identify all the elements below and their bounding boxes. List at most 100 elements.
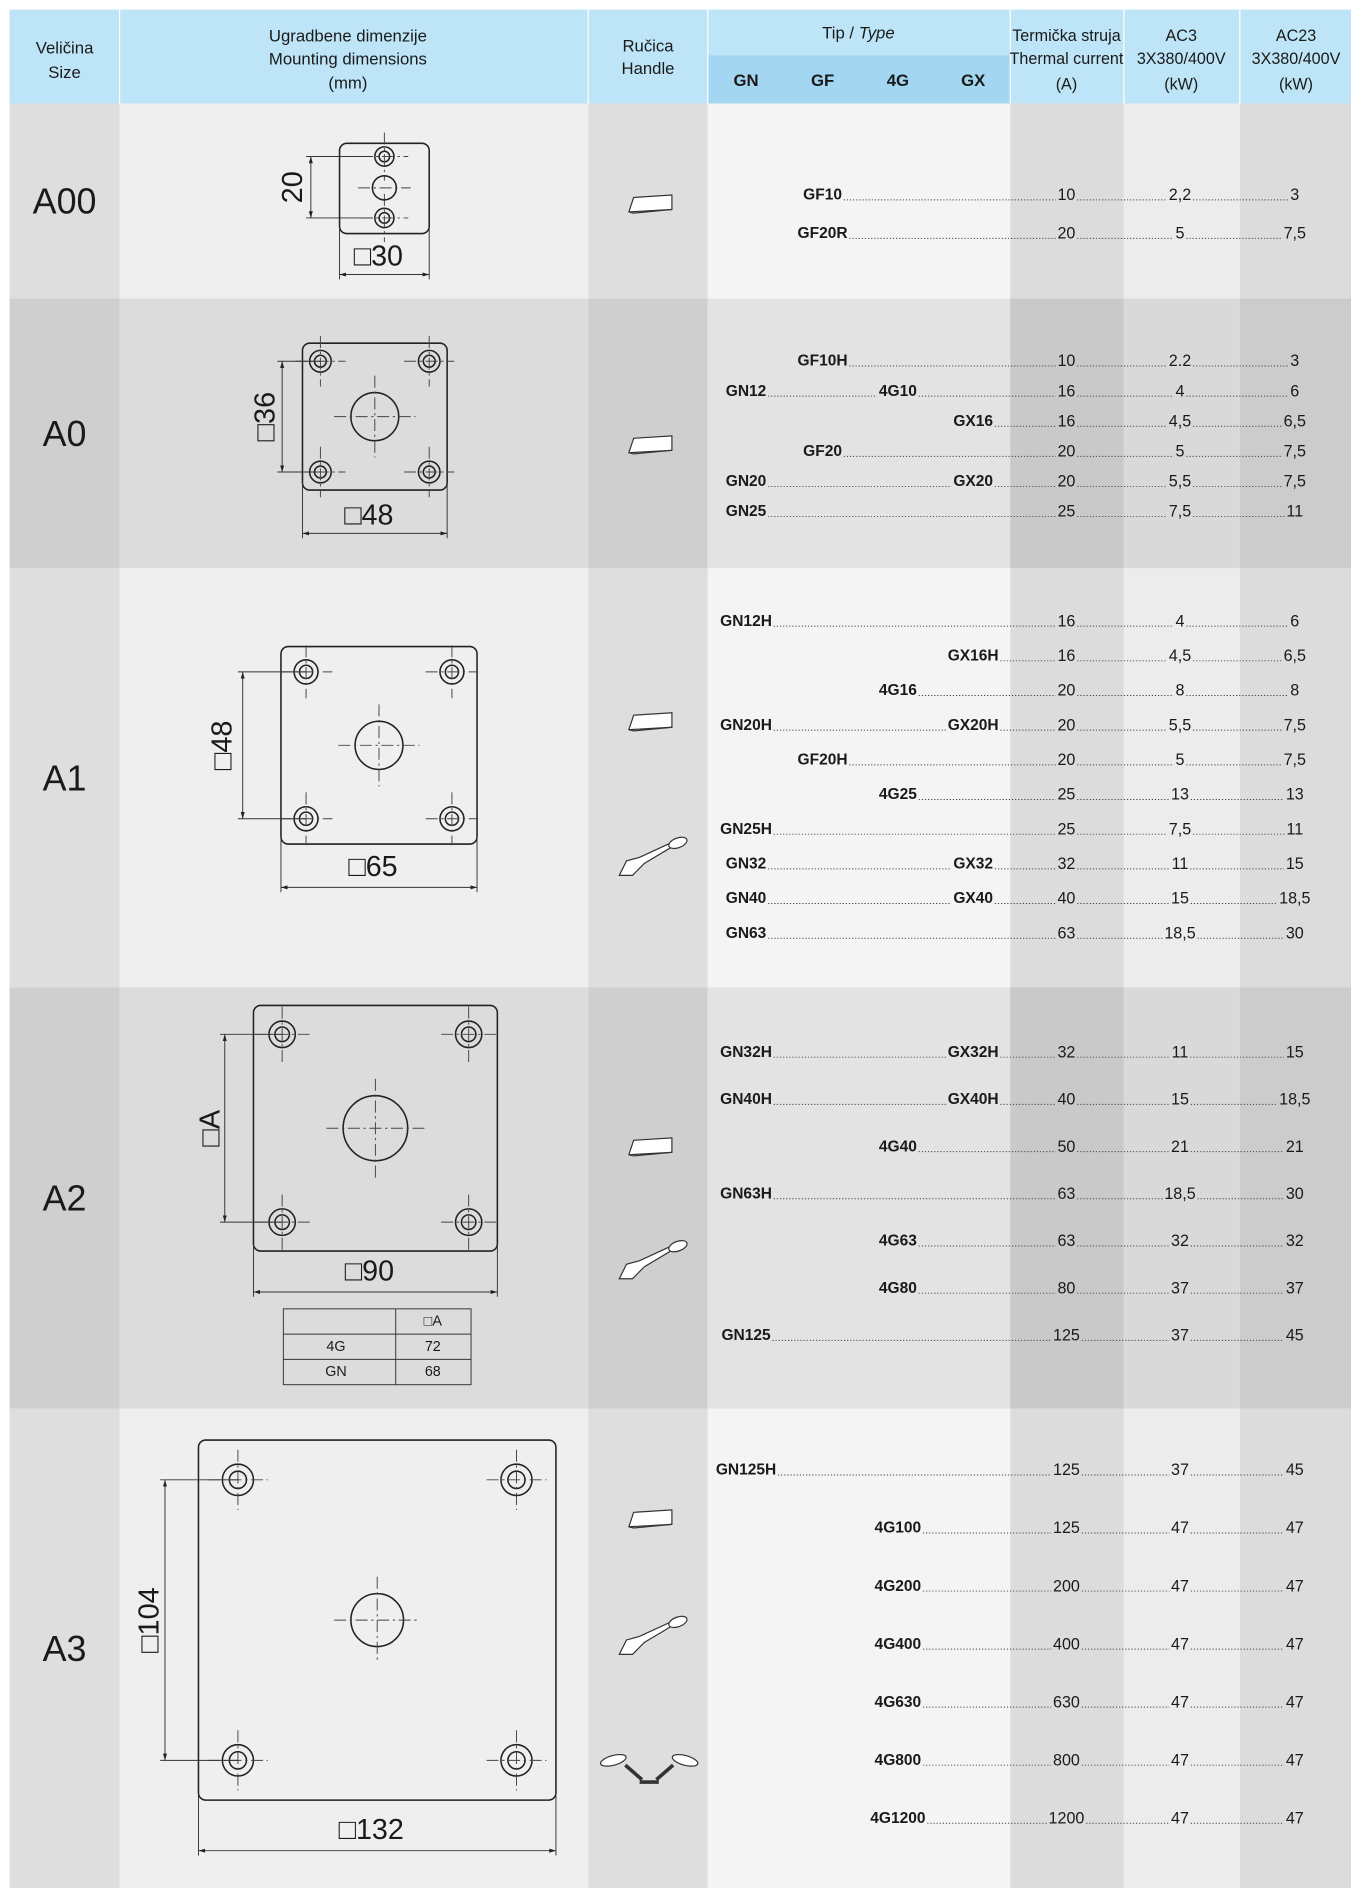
value: 5,5 bbox=[1169, 473, 1191, 491]
cell-bg bbox=[119, 1408, 589, 1888]
value: 10 bbox=[1057, 186, 1075, 204]
cell-bg bbox=[1123, 103, 1240, 299]
header-text: AC3 bbox=[1166, 27, 1197, 45]
value: 15 bbox=[1171, 890, 1189, 908]
value: 6,5 bbox=[1284, 647, 1306, 665]
mounting-plate bbox=[252, 1004, 499, 1252]
handle-t-grip bbox=[599, 1753, 627, 1767]
value: 32 bbox=[1286, 1232, 1304, 1250]
value: 13 bbox=[1171, 786, 1189, 804]
header-text: (mm) bbox=[328, 74, 367, 93]
value: 20 bbox=[1057, 225, 1075, 243]
handle-knob bbox=[628, 194, 673, 214]
type-code: GN125 bbox=[721, 1327, 771, 1344]
value: 3 bbox=[1290, 352, 1299, 370]
value: 21 bbox=[1286, 1138, 1304, 1156]
value: 16 bbox=[1057, 382, 1075, 400]
dims-table-cell: 68 bbox=[425, 1364, 441, 1380]
value: 125 bbox=[1053, 1461, 1080, 1479]
value: 18,5 bbox=[1279, 890, 1310, 908]
value: 63 bbox=[1057, 1185, 1075, 1203]
type-code: 4G25 bbox=[879, 786, 917, 803]
value: 15 bbox=[1171, 1091, 1189, 1109]
type-code: GX40 bbox=[953, 890, 993, 907]
value: 4 bbox=[1176, 382, 1185, 400]
value: 6 bbox=[1290, 382, 1299, 400]
value: 45 bbox=[1286, 1327, 1304, 1345]
value: 32 bbox=[1057, 855, 1075, 873]
value: 18,5 bbox=[1279, 1091, 1310, 1109]
type-code: 4G10 bbox=[879, 383, 917, 400]
cell-bg bbox=[588, 568, 708, 988]
value: 30 bbox=[1286, 1185, 1304, 1203]
value: 40 bbox=[1057, 890, 1075, 908]
header-bg bbox=[9, 9, 1351, 104]
handle-knob bbox=[628, 712, 673, 732]
type-code: GX32H bbox=[948, 1044, 999, 1061]
cell-bg bbox=[1239, 568, 1351, 988]
value: 32 bbox=[1171, 1232, 1189, 1250]
value: 16 bbox=[1057, 412, 1075, 430]
value: 63 bbox=[1057, 1232, 1075, 1250]
value: 25 bbox=[1057, 820, 1075, 838]
value: 30 bbox=[1286, 924, 1304, 942]
value: 6 bbox=[1290, 612, 1299, 630]
value: 4,5 bbox=[1169, 647, 1191, 665]
header-text: 4G bbox=[887, 71, 909, 90]
value: 8 bbox=[1290, 682, 1299, 700]
mounting-hole-inner bbox=[460, 1026, 477, 1043]
cell-bg bbox=[707, 103, 1011, 299]
value: 6,5 bbox=[1284, 412, 1306, 430]
value: 15 bbox=[1286, 1043, 1304, 1061]
mounting-hole bbox=[417, 349, 441, 373]
header-text: Ručica bbox=[622, 36, 674, 55]
handle-knob-face bbox=[628, 726, 672, 731]
value: 50 bbox=[1057, 1138, 1075, 1156]
value: 47 bbox=[1286, 1519, 1304, 1537]
cell-bg bbox=[9, 1408, 120, 1888]
header-text: 3X380/400V bbox=[1137, 50, 1226, 68]
value: 125 bbox=[1053, 1327, 1080, 1345]
value: 47 bbox=[1286, 1635, 1304, 1653]
value: 5 bbox=[1176, 751, 1185, 769]
mounting-hole bbox=[417, 460, 441, 484]
value: 18,5 bbox=[1164, 924, 1195, 942]
value: 3 bbox=[1290, 186, 1299, 204]
type-code: 4G100 bbox=[875, 1520, 922, 1537]
dims-table-cell: 4G bbox=[326, 1339, 345, 1355]
handle-knob bbox=[628, 435, 673, 455]
type-code: GX20 bbox=[953, 473, 993, 490]
header-text: GF bbox=[811, 71, 834, 90]
value: 20 bbox=[1057, 716, 1075, 734]
value: 25 bbox=[1057, 786, 1075, 804]
size-label: A2 bbox=[43, 1177, 87, 1218]
header-text: 3X380/400V bbox=[1252, 50, 1341, 68]
value: 2.2 bbox=[1169, 352, 1191, 370]
type-subheader-bg bbox=[707, 55, 1011, 104]
dimension-label: □36 bbox=[249, 392, 281, 442]
type-code: 4G80 bbox=[879, 1280, 917, 1297]
value: 4 bbox=[1176, 612, 1185, 630]
header-text: Handle bbox=[622, 59, 675, 78]
cell-bg bbox=[119, 103, 589, 299]
handle-t-grip bbox=[671, 1753, 699, 1767]
header-text: Ugradbene dimenzije bbox=[269, 27, 427, 46]
type-code: GN63 bbox=[726, 925, 767, 942]
handle-knob-face bbox=[628, 208, 672, 213]
type-header: Tip / Type bbox=[822, 23, 894, 42]
cell-bg bbox=[1010, 568, 1124, 988]
type-code: GF20 bbox=[803, 443, 842, 460]
value: 7,5 bbox=[1284, 225, 1306, 243]
value: 11 bbox=[1172, 1043, 1189, 1061]
type-code: GF10 bbox=[803, 187, 842, 204]
mounting-hole-inner bbox=[460, 1214, 477, 1231]
value: 2,2 bbox=[1169, 186, 1191, 204]
cell-bg bbox=[588, 1408, 708, 1888]
cell-bg bbox=[9, 298, 120, 569]
dimension-label: □104 bbox=[134, 1587, 166, 1653]
value: 20 bbox=[1057, 473, 1075, 491]
type-code: GF20R bbox=[798, 225, 848, 242]
dimension-label: 20 bbox=[277, 171, 309, 203]
header-text: Size bbox=[48, 63, 81, 82]
value: 7,5 bbox=[1284, 442, 1306, 460]
